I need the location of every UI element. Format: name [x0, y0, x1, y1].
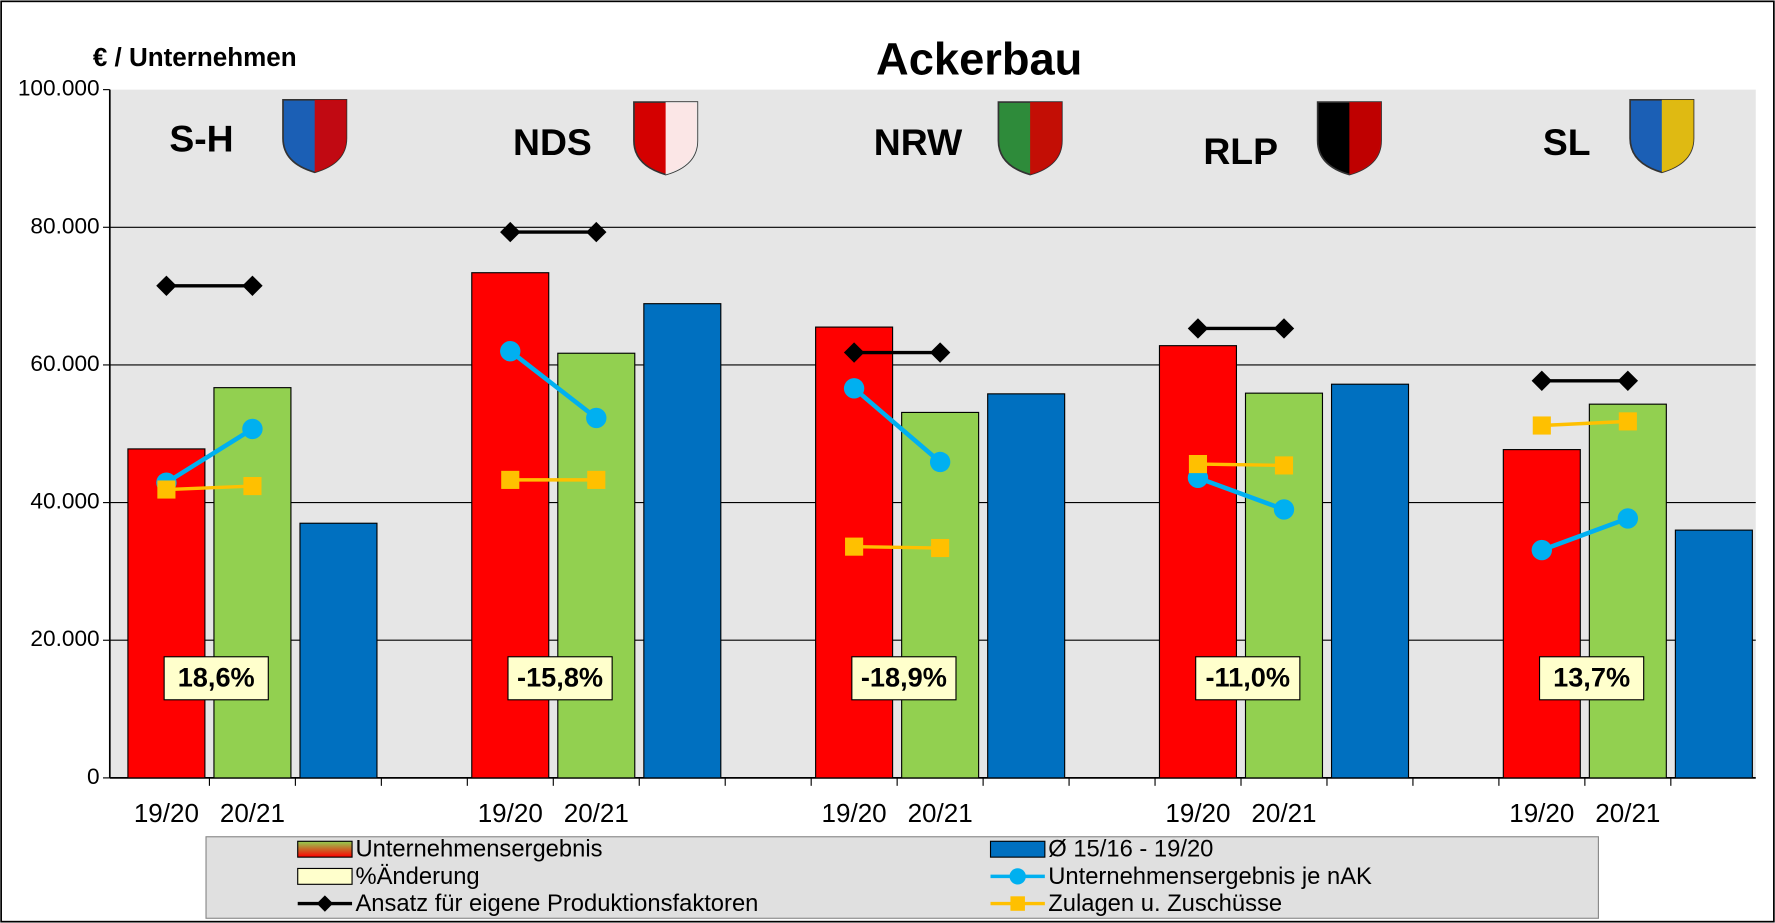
- marker: [843, 378, 865, 399]
- marker: [586, 407, 607, 429]
- state-flag-detail: [665, 102, 698, 175]
- series-line: [1541, 419, 1628, 428]
- marker: [156, 275, 177, 296]
- bar: [643, 303, 722, 779]
- series-line: [508, 349, 598, 420]
- legend-label: Zulagen u. Zuschüsse: [1048, 890, 1282, 917]
- bar: [1330, 383, 1410, 779]
- y-tick-label: 80.000: [30, 213, 99, 238]
- change-label: 18,6%: [178, 662, 255, 693]
- legend-label: Ø 15/16 - 19/20: [1048, 836, 1213, 863]
- change-label-box: [507, 656, 613, 701]
- group-label: RLP: [1203, 130, 1278, 172]
- change-label-box: [851, 656, 957, 701]
- x-tick-label: 19/20: [1165, 798, 1230, 828]
- bar: [1158, 345, 1238, 779]
- state-flag-detail: [1661, 99, 1694, 173]
- bar: [299, 522, 378, 779]
- y-tick-label: 0: [87, 764, 100, 789]
- y-tick-label: 40.000: [30, 489, 99, 514]
- x-tick-label: 20/21: [908, 798, 973, 828]
- x-tick-label: 19/20: [478, 798, 543, 828]
- bar: [1502, 449, 1581, 779]
- series-line: [1197, 462, 1285, 468]
- legend-swatch: [297, 867, 353, 885]
- change-label-box: [1538, 656, 1645, 701]
- state-flag-detail: [314, 99, 347, 173]
- series-line: [852, 386, 942, 464]
- x-tick-label: 19/20: [134, 798, 199, 828]
- marker: [586, 221, 607, 243]
- chart-title: Ackerbau: [876, 33, 1082, 84]
- x-tick-label: 20/21: [1251, 798, 1316, 828]
- marker: [1618, 412, 1637, 431]
- y-tick-label: 100.000: [18, 76, 100, 101]
- marker: [501, 470, 520, 489]
- change-label-box: [163, 656, 269, 701]
- marker: [1532, 416, 1551, 435]
- y-tick-label: 60.000: [30, 351, 99, 376]
- series-line: [854, 544, 941, 550]
- change-label: -18,9%: [861, 662, 947, 693]
- group-label: S-H: [169, 118, 233, 160]
- marker: [500, 340, 521, 362]
- marker: [243, 477, 262, 496]
- series-line: [1197, 475, 1285, 512]
- bar: [1588, 403, 1667, 779]
- change-label-box: [1195, 656, 1301, 701]
- legend-marker: [316, 895, 334, 912]
- bar: [1674, 529, 1753, 779]
- x-tick-label: 20/21: [1595, 798, 1660, 828]
- legend: [205, 836, 1599, 919]
- marker: [931, 538, 950, 558]
- bar: [901, 411, 980, 779]
- change-label: -11,0%: [1205, 662, 1290, 693]
- marker: [1274, 456, 1294, 475]
- legend-swatch: [297, 840, 353, 858]
- legend-marker: [1009, 868, 1026, 885]
- x-tick-label: 20/21: [564, 798, 629, 828]
- group-label: NRW: [874, 121, 963, 163]
- series-line: [165, 427, 254, 485]
- change-label: 13,7%: [1553, 662, 1630, 693]
- marker: [587, 470, 606, 489]
- legend-label: Unternehmensergebnis je nAK: [1048, 863, 1372, 890]
- bar: [987, 393, 1066, 779]
- marker: [929, 451, 951, 473]
- legend-label: Ansatz für eigene Produktionsfaktoren: [355, 890, 758, 917]
- y-tick-label: 20.000: [30, 626, 99, 651]
- marker: [845, 537, 864, 556]
- legend-swatch: [989, 840, 1046, 858]
- state-flag-detail: [1349, 102, 1382, 175]
- legend-label: %Änderung: [355, 863, 479, 890]
- series-line: [1541, 516, 1629, 553]
- bar: [213, 387, 292, 779]
- x-tick-label: 19/20: [822, 798, 887, 828]
- marker: [1273, 318, 1295, 339]
- legend-label: Unternehmensergebnis: [355, 836, 602, 863]
- legend-marker: [1010, 896, 1025, 911]
- bar: [127, 448, 206, 779]
- group-label: NDS: [513, 121, 592, 163]
- marker: [1617, 508, 1639, 529]
- marker: [1273, 499, 1295, 520]
- marker: [1531, 539, 1552, 561]
- bar: [1244, 392, 1324, 779]
- x-tick-label: 20/21: [220, 798, 285, 828]
- marker: [1187, 318, 1209, 339]
- marker: [157, 480, 176, 499]
- group-label: SL: [1543, 121, 1591, 163]
- change-label: -15,8%: [517, 662, 603, 693]
- marker: [1188, 454, 1208, 474]
- series-line: [166, 484, 253, 492]
- x-tick-label: 19/20: [1509, 798, 1574, 828]
- state-flag-detail: [1030, 102, 1062, 175]
- marker: [242, 418, 263, 440]
- y-axis-label: € / Unternehmen: [93, 42, 297, 72]
- marker: [242, 275, 263, 296]
